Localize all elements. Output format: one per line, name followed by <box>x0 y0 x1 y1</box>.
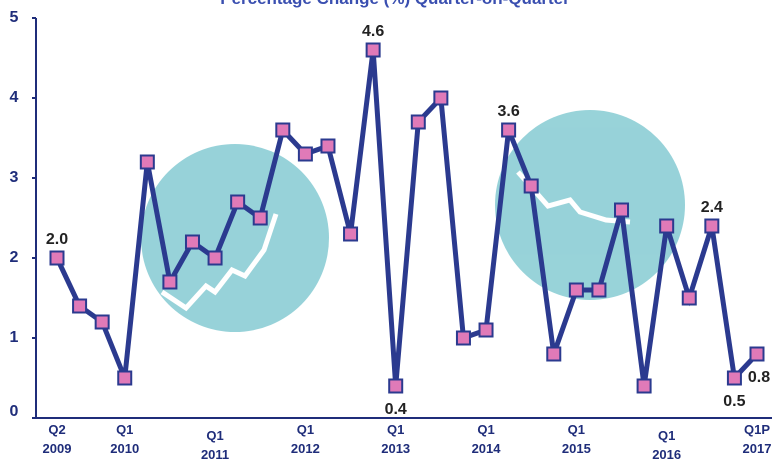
point <box>728 372 741 385</box>
data-label: 2.0 <box>46 231 68 248</box>
x-tick-label: Q2 2009 <box>27 420 87 458</box>
decor-circle <box>141 144 329 332</box>
data-label: 4.6 <box>362 23 384 40</box>
y-tick-label: 5 <box>10 9 19 26</box>
data-label: 3.6 <box>497 103 519 120</box>
point <box>299 148 312 161</box>
point <box>276 124 289 137</box>
y-tick-label: 2 <box>10 249 19 266</box>
data-label: 0.8 <box>748 369 770 386</box>
point <box>344 228 357 241</box>
data-label: 0.4 <box>385 401 407 418</box>
point <box>615 204 628 217</box>
y-tick-label: 0 <box>10 403 19 420</box>
y-tick-label: 1 <box>10 329 19 346</box>
x-tick-label: Q1 2013 <box>366 420 426 458</box>
point <box>434 92 447 105</box>
x-tick-label: Q1 2012 <box>275 420 335 458</box>
point <box>51 252 64 265</box>
point <box>389 380 402 393</box>
x-tick-label: Q1 2015 <box>546 420 606 458</box>
point <box>163 276 176 289</box>
point <box>412 116 425 129</box>
x-tick-label: Q1 2016 <box>637 426 697 464</box>
decoration <box>141 110 685 332</box>
x-tick-label: Q1P 2017 <box>727 420 780 458</box>
point <box>705 220 718 233</box>
point <box>186 236 199 249</box>
point <box>751 348 764 361</box>
point <box>638 380 651 393</box>
point <box>502 124 515 137</box>
point <box>209 252 222 265</box>
point <box>321 140 334 153</box>
point <box>367 44 380 57</box>
point <box>570 284 583 297</box>
point <box>231 196 244 209</box>
data-label: 2.4 <box>701 199 723 216</box>
point <box>96 316 109 329</box>
point <box>480 324 493 337</box>
chart: Percentage Change (%) Quarter-on-Quarter… <box>0 0 780 458</box>
chart-title: Percentage Change (%) Quarter-on-Quarter <box>220 0 570 8</box>
page: {"chart_data": {"type": "line", "title":… <box>0 0 780 458</box>
point <box>660 220 673 233</box>
point <box>457 332 470 345</box>
data-label: 0.5 <box>723 393 745 410</box>
point <box>254 212 267 225</box>
point <box>547 348 560 361</box>
decor-circle <box>495 110 685 300</box>
point <box>683 292 696 305</box>
point <box>141 156 154 169</box>
y-tick-label: 4 <box>10 89 19 106</box>
x-tick-label: Q1 2010 <box>95 420 155 458</box>
point <box>73 300 86 313</box>
y-tick-label: 3 <box>10 169 19 186</box>
x-tick-label: Q1 2011 <box>185 426 245 464</box>
point <box>592 284 605 297</box>
x-tick-label: Q1 2014 <box>456 420 516 458</box>
point <box>525 180 538 193</box>
point <box>118 372 131 385</box>
